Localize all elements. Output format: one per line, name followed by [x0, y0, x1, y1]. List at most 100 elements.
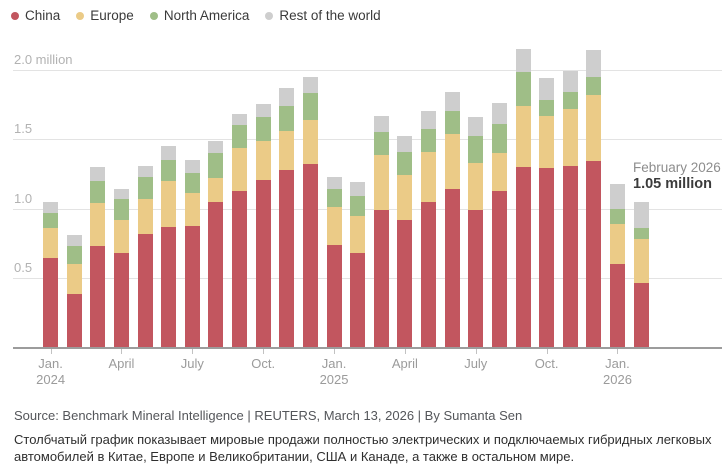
bar-segment [137, 165, 153, 177]
bar-segment [208, 153, 224, 179]
bar-segment [397, 151, 413, 176]
bar-segment [279, 169, 295, 348]
bar-segment [421, 111, 437, 130]
x-tick [334, 349, 336, 354]
bar-segment [113, 219, 129, 254]
bar-segment [302, 76, 318, 94]
bar-segment [350, 196, 366, 216]
x-tick-label: Jan. 2025 [304, 356, 364, 388]
x-tick-sublabel: 2025 [319, 372, 349, 387]
bar-segment [184, 160, 200, 173]
x-tick-label: Jan. 2026 [587, 356, 647, 388]
bar-segment [279, 105, 295, 131]
bar-segment [515, 72, 531, 106]
bar-segment [90, 167, 106, 181]
bar-segment [113, 189, 129, 200]
bar-segment [491, 153, 507, 191]
legend-label-north-america: North America [163, 8, 250, 23]
x-tick [263, 349, 265, 354]
bar-segment [184, 225, 200, 348]
bar-segment [397, 219, 413, 348]
bar-segment [609, 208, 625, 225]
bar-segment [208, 178, 224, 202]
annotation-date: February 2026 [633, 160, 721, 175]
legend-item-north-america: North America [149, 8, 250, 23]
bar-segment [444, 111, 460, 134]
bar-segment [468, 210, 484, 348]
bar-segment [302, 119, 318, 165]
bar-segment [208, 201, 224, 348]
bar-segment [137, 199, 153, 234]
bar-segment [113, 199, 129, 220]
legend-item-europe: Europe [76, 8, 134, 23]
bar-segment [161, 180, 177, 227]
bar-segment [66, 264, 82, 294]
bar-segment [491, 103, 507, 124]
bar-segment [586, 76, 602, 95]
bar-segment [539, 77, 555, 101]
bar-segment [444, 91, 460, 112]
bar-segment [562, 70, 578, 92]
x-tick-label: Oct. [251, 356, 276, 371]
bar-segment [444, 189, 460, 348]
bar-segment [373, 115, 389, 133]
x-tick [192, 349, 194, 354]
bar-segment [373, 132, 389, 155]
legend-label-rest-of-world: Rest of the world [279, 8, 381, 23]
x-tick-sublabel: 2024 [36, 372, 66, 387]
y-tick-label: 1.5 [14, 121, 33, 137]
bar-segment [326, 176, 342, 190]
gridline [13, 69, 722, 71]
bar-segment [279, 130, 295, 170]
bar-segment [633, 282, 649, 348]
bar-segment [43, 201, 59, 213]
bar-segment [468, 136, 484, 163]
bar-segment [562, 91, 578, 109]
x-tick-label: July [180, 356, 204, 371]
bar-segment [66, 293, 82, 348]
bar-segment [491, 190, 507, 348]
bar-segment [633, 239, 649, 283]
x-tick-label: April [108, 356, 135, 371]
bar-segment [609, 264, 625, 348]
bar-segment [515, 105, 531, 168]
bar-segment [255, 116, 271, 141]
bar-segment [255, 140, 271, 180]
bar-segment [421, 201, 437, 348]
bar-segment [161, 226, 177, 348]
bar-segment [326, 189, 342, 208]
bar-segment [279, 87, 295, 106]
annotation-value: 1.05 million [633, 176, 712, 192]
legend-item-rest-of-world: Rest of the world [265, 8, 381, 23]
bar-segment [184, 193, 200, 226]
bar-segment [397, 175, 413, 220]
bar-segment [609, 224, 625, 265]
bar-segment [539, 168, 555, 348]
bar-segment [232, 190, 248, 348]
bar-segment [43, 257, 59, 348]
bar-segment [633, 201, 649, 229]
x-tick-label: Oct. [534, 356, 559, 371]
bar-segment [397, 136, 413, 152]
bar-segment [184, 172, 200, 194]
bar-segment [373, 210, 389, 348]
bar-segment [609, 183, 625, 209]
bar-segment [539, 115, 555, 169]
x-tick-label: April [391, 356, 418, 371]
bar-segment [161, 160, 177, 181]
x-tick [617, 349, 619, 354]
bar-segment [421, 151, 437, 202]
bar-segment [302, 93, 318, 120]
x-tick [546, 349, 548, 354]
gridline [13, 139, 722, 141]
bar-segment [586, 50, 602, 77]
bar-segment [232, 114, 248, 126]
caption-text: Столбчатый график показывает мировые про… [14, 432, 712, 464]
bar-segment [113, 253, 129, 348]
x-tick-label: Jan. 2024 [21, 356, 81, 388]
x-tick [50, 349, 52, 354]
gridline [13, 278, 722, 280]
bar-segment [562, 108, 578, 166]
bar-segment [255, 104, 271, 117]
x-tick [121, 349, 123, 354]
